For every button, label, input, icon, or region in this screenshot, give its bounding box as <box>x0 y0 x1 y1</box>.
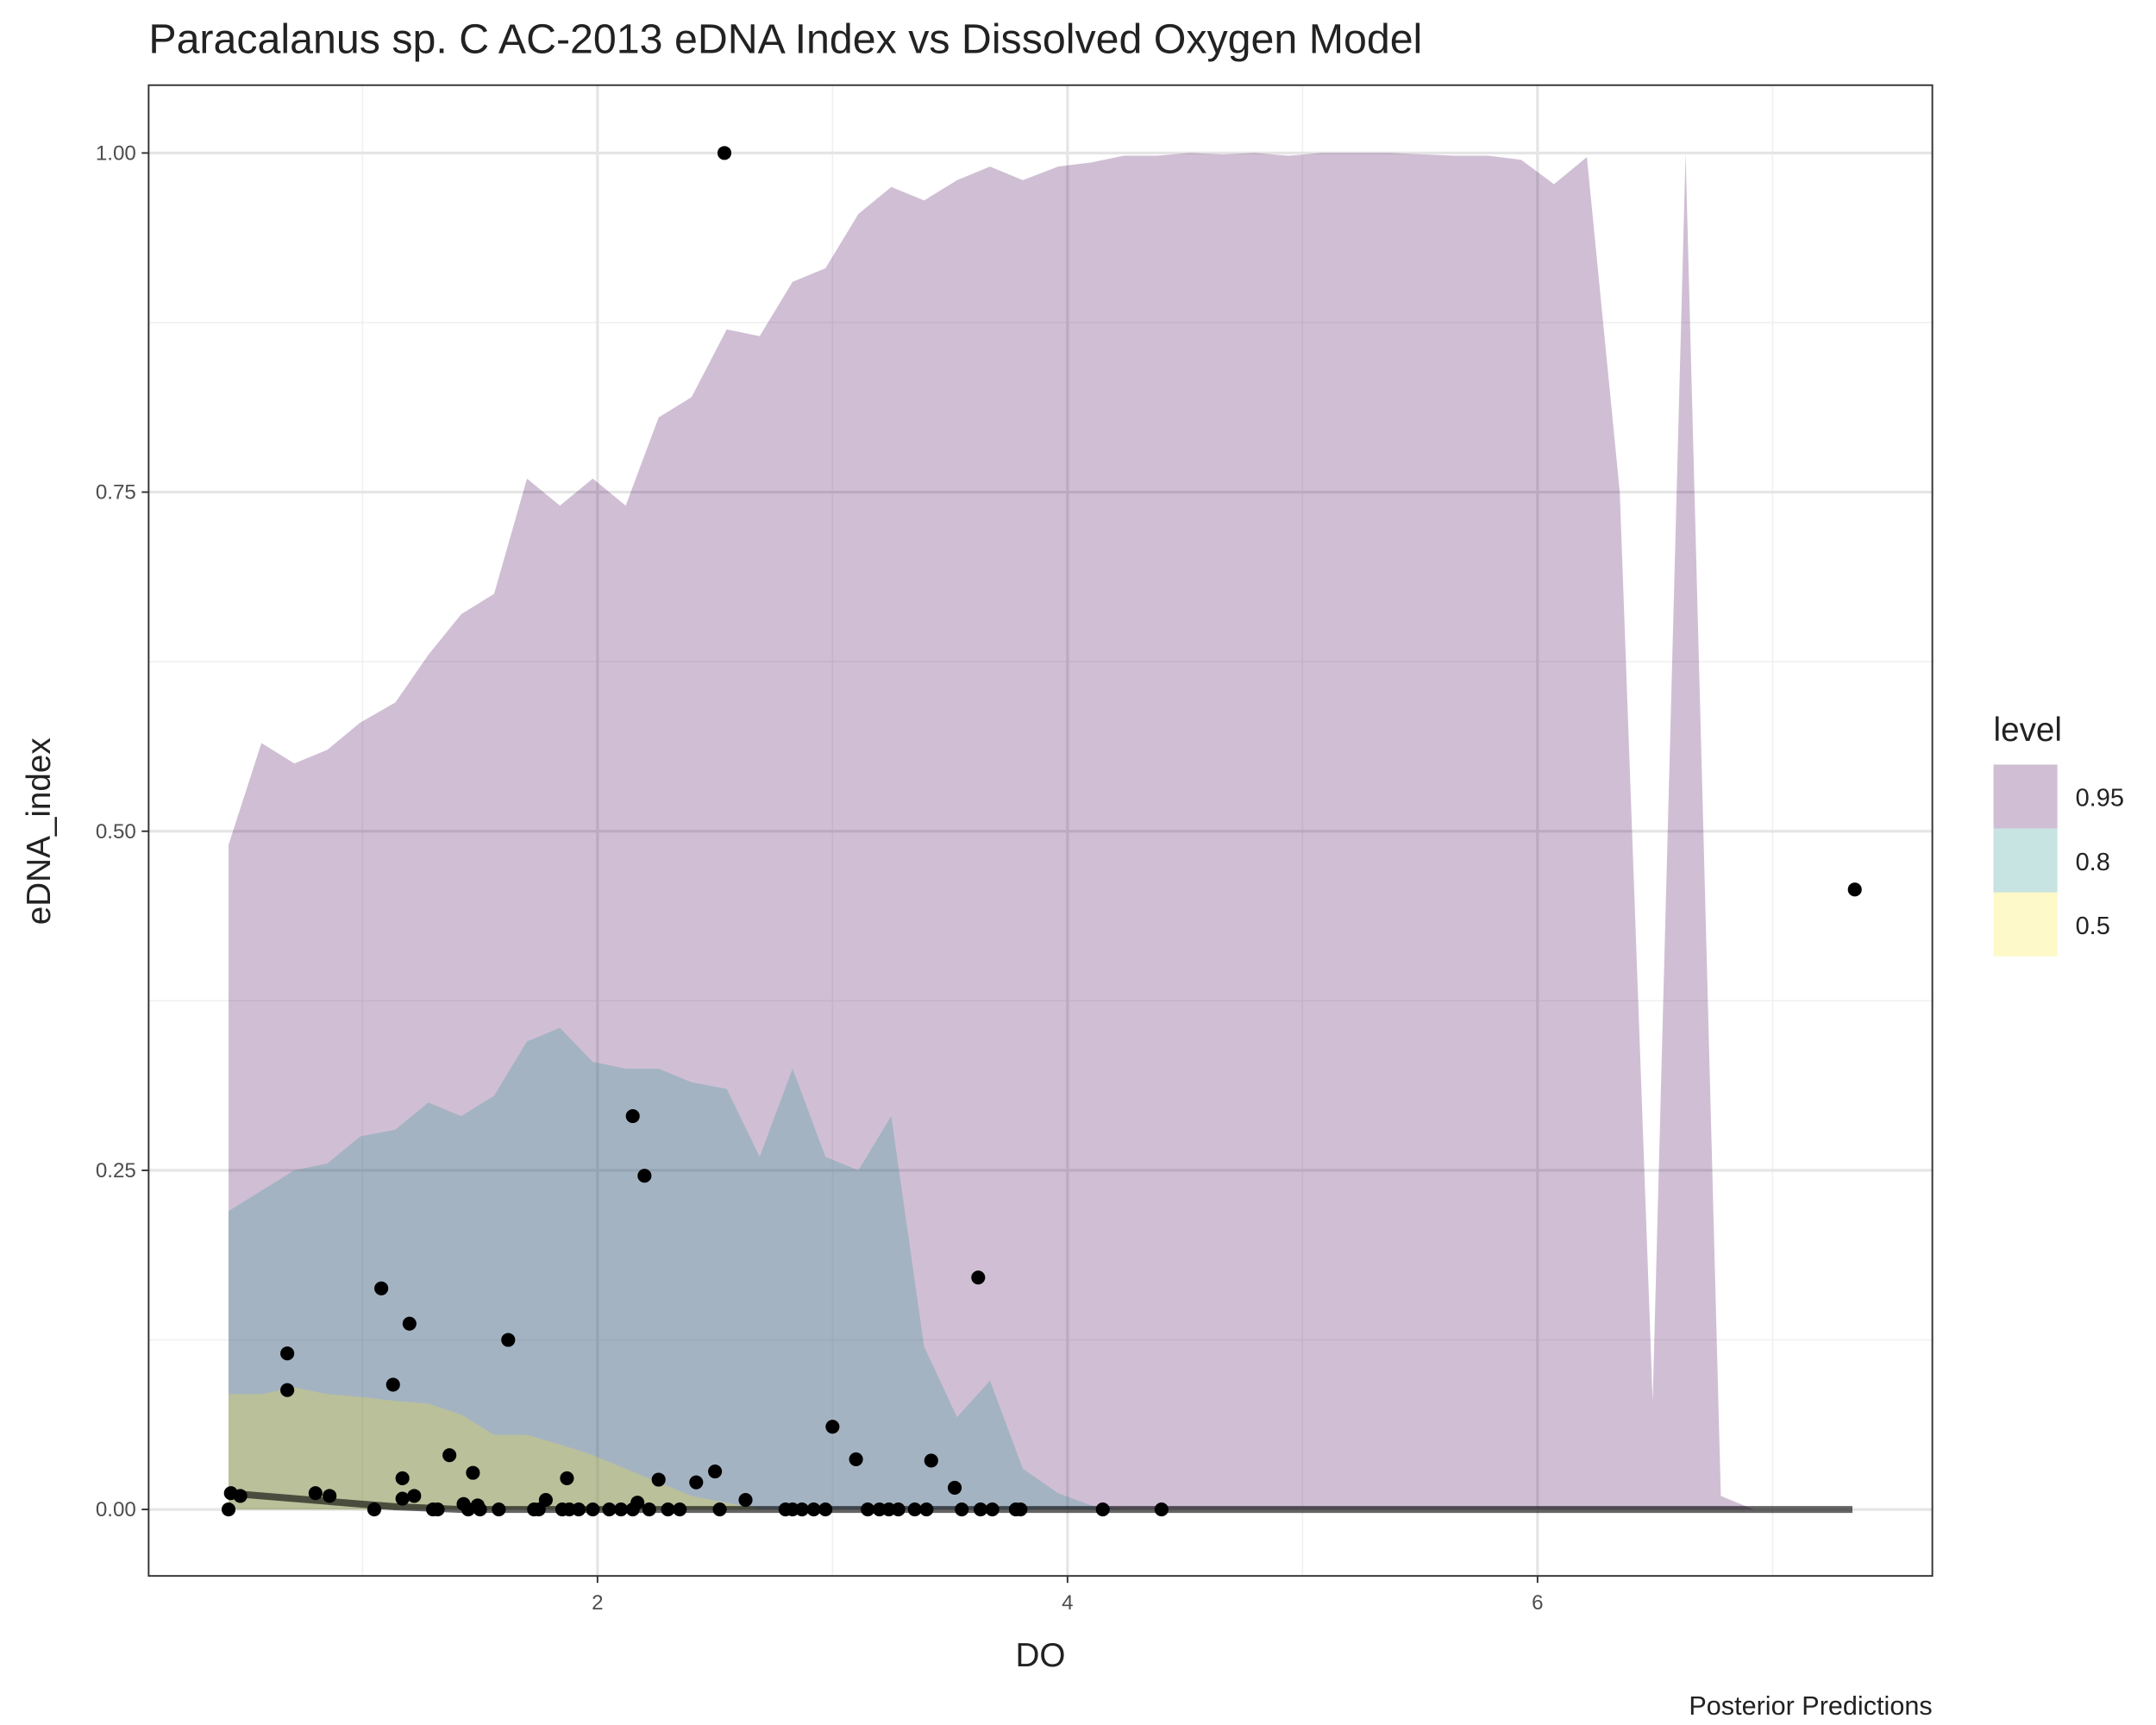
data-point <box>717 146 732 160</box>
data-point <box>586 1502 600 1517</box>
data-point <box>712 1502 727 1517</box>
data-point <box>430 1502 445 1517</box>
chart-title: Paracalanus sp. C AC-2013 eDNA Index vs … <box>148 16 1422 63</box>
data-point <box>924 1453 938 1468</box>
ribbon <box>229 1027 1853 1510</box>
data-point <box>673 1502 687 1517</box>
data-point <box>492 1502 506 1517</box>
data-point <box>651 1472 666 1487</box>
legend-label: 0.8 <box>2076 849 2110 876</box>
data-point <box>560 1471 574 1485</box>
y-tick-label: 0.50 <box>96 820 136 844</box>
legend-key <box>1993 764 2058 829</box>
data-point <box>971 1270 986 1285</box>
data-point <box>501 1333 516 1347</box>
legend: level 0.95 0.8 0.5 <box>1993 712 2124 957</box>
data-point <box>625 1108 640 1124</box>
data-point <box>689 1475 704 1490</box>
data-point <box>806 1502 821 1517</box>
data-point <box>466 1465 480 1480</box>
data-point <box>280 1346 295 1361</box>
legend-title: level <box>1994 712 2062 749</box>
axes: 2 4 6 0.00 0.25 0.50 0.75 1.00 <box>96 141 1544 1614</box>
data-point <box>1013 1502 1028 1517</box>
y-axis-title: eDNA_index <box>21 737 58 925</box>
data-point <box>233 1489 248 1503</box>
ribbon <box>229 153 1853 1510</box>
data-point <box>407 1489 422 1503</box>
data-point <box>891 1502 906 1517</box>
data-point <box>402 1316 417 1331</box>
data-point <box>602 1502 617 1517</box>
data-point <box>955 1502 969 1517</box>
data-point <box>395 1491 410 1506</box>
data-point <box>385 1377 400 1392</box>
data-point <box>1095 1502 1110 1517</box>
legend-label: 0.95 <box>2076 785 2124 812</box>
data-point <box>818 1502 833 1517</box>
x-tick-label: 2 <box>592 1591 603 1615</box>
x-tick-label: 6 <box>1532 1591 1543 1615</box>
grid <box>148 85 1933 1577</box>
y-tick-label: 0.00 <box>96 1498 136 1521</box>
data-point <box>985 1502 1000 1517</box>
data-point <box>571 1502 586 1517</box>
data-point <box>849 1452 863 1466</box>
data-point <box>738 1493 753 1508</box>
x-tick-label: 4 <box>1062 1591 1073 1615</box>
data-point <box>630 1496 645 1510</box>
data-point <box>374 1281 389 1295</box>
data-point <box>280 1383 295 1397</box>
y-tick-label: 1.00 <box>96 141 136 165</box>
data-point <box>861 1502 875 1517</box>
caption: Posterior Predictions <box>1689 1691 1932 1721</box>
data-point <box>708 1465 723 1479</box>
data-point <box>907 1502 922 1517</box>
data-point <box>1154 1502 1169 1517</box>
data-point <box>221 1502 236 1517</box>
data-point <box>794 1502 809 1517</box>
data-point <box>1847 882 1862 897</box>
data-point <box>919 1502 934 1517</box>
data-point <box>473 1502 487 1517</box>
legend-key <box>1993 892 2058 957</box>
data-point <box>825 1420 840 1434</box>
data-point <box>367 1502 382 1517</box>
y-tick-label: 0.25 <box>96 1159 136 1182</box>
y-tick-label: 0.75 <box>96 481 136 505</box>
legend-key <box>1993 828 2058 893</box>
data-point <box>642 1502 656 1517</box>
legend-label: 0.5 <box>2076 913 2110 940</box>
x-axis-title: DO <box>1016 1637 1066 1674</box>
ribbon <box>229 1387 1853 1510</box>
data-point <box>442 1448 457 1463</box>
data-point <box>947 1480 962 1495</box>
data-point <box>308 1486 323 1501</box>
data-point <box>614 1502 629 1517</box>
data-point <box>538 1493 553 1508</box>
data-point <box>637 1169 652 1183</box>
data-point <box>973 1502 988 1517</box>
data-point <box>323 1489 337 1503</box>
data-point <box>531 1502 546 1517</box>
data-point <box>661 1502 675 1517</box>
data-point <box>395 1471 410 1485</box>
marks <box>221 146 1862 1517</box>
